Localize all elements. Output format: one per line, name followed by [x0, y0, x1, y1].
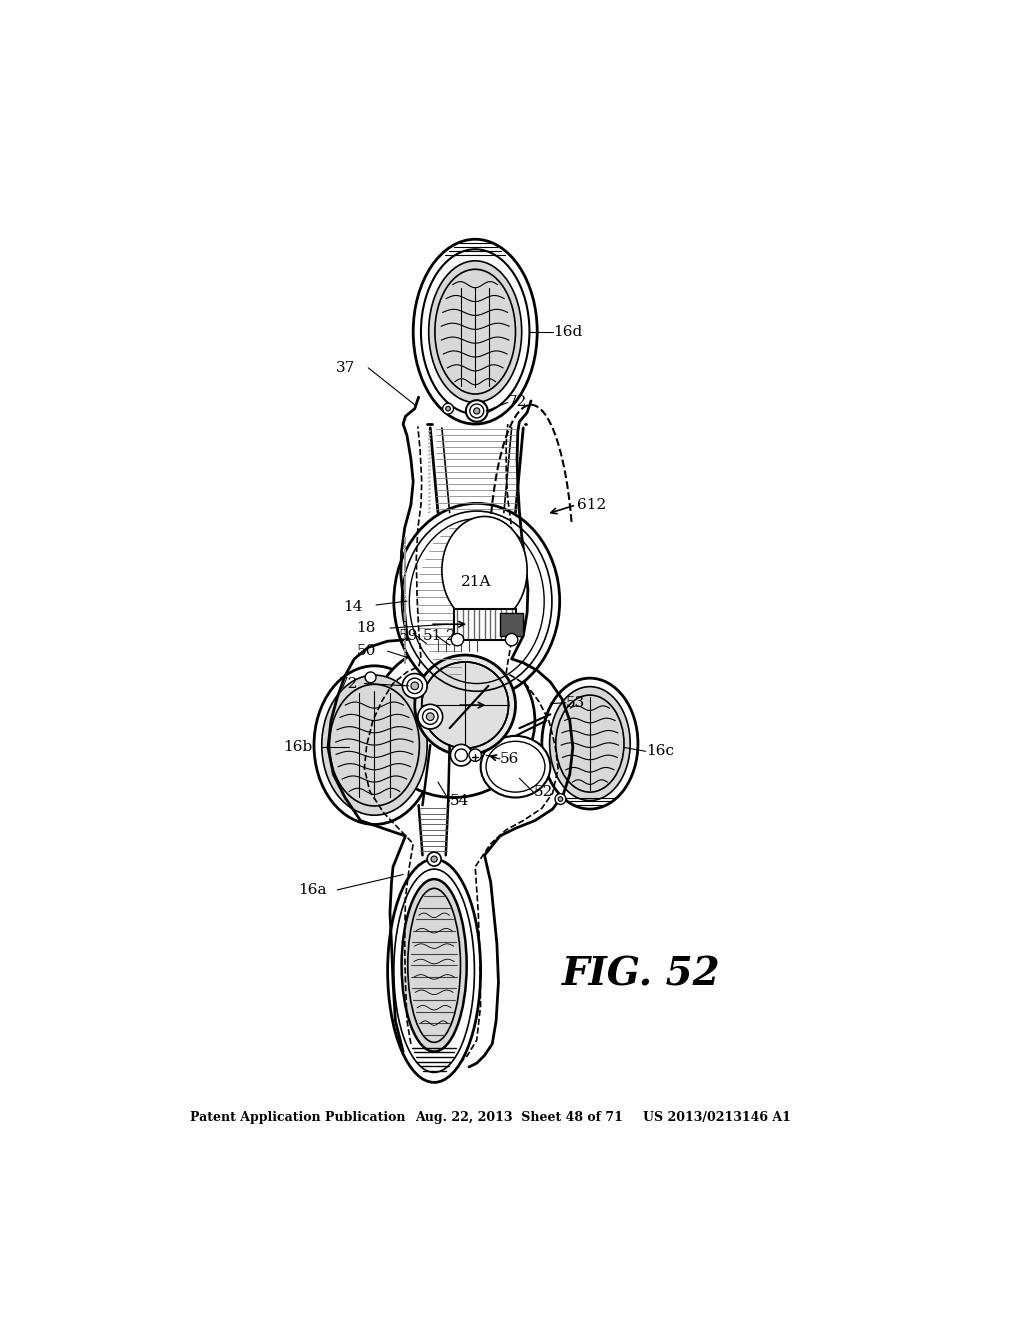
Circle shape — [366, 672, 376, 682]
Ellipse shape — [394, 503, 560, 700]
Ellipse shape — [314, 665, 435, 825]
Circle shape — [411, 682, 419, 689]
Text: Aug. 22, 2013  Sheet 48 of 71: Aug. 22, 2013 Sheet 48 of 71 — [415, 1110, 623, 1123]
Circle shape — [555, 793, 566, 804]
Text: 50: 50 — [356, 644, 376, 659]
Circle shape — [474, 408, 480, 414]
Text: 16b: 16b — [283, 741, 312, 755]
Circle shape — [469, 748, 481, 762]
Text: 14: 14 — [343, 599, 362, 614]
Circle shape — [452, 634, 464, 645]
Circle shape — [442, 404, 454, 414]
Ellipse shape — [414, 239, 538, 424]
Ellipse shape — [442, 516, 527, 624]
Circle shape — [445, 407, 451, 411]
Text: 16c: 16c — [646, 744, 674, 758]
Text: 16a: 16a — [299, 883, 327, 896]
Text: 18: 18 — [356, 622, 376, 635]
Text: 52: 52 — [534, 785, 553, 799]
Ellipse shape — [429, 261, 521, 403]
Ellipse shape — [550, 686, 630, 800]
Text: 612: 612 — [578, 498, 607, 512]
Text: 53: 53 — [566, 696, 585, 710]
Circle shape — [466, 400, 487, 422]
Text: Patent Application Publication: Patent Application Publication — [190, 1110, 406, 1123]
Text: 37: 37 — [336, 360, 355, 375]
Circle shape — [451, 744, 472, 766]
Bar — [454, 609, 515, 640]
Circle shape — [422, 663, 509, 748]
Circle shape — [415, 655, 515, 755]
Text: 59: 59 — [399, 628, 419, 643]
Text: 16d: 16d — [553, 325, 582, 339]
Ellipse shape — [322, 675, 427, 816]
Text: 72: 72 — [339, 677, 358, 690]
Ellipse shape — [401, 879, 467, 1052]
Ellipse shape — [542, 678, 638, 809]
Ellipse shape — [480, 737, 550, 797]
Text: 72: 72 — [508, 396, 527, 409]
Text: FIG. 52: FIG. 52 — [562, 956, 721, 994]
Ellipse shape — [388, 859, 480, 1082]
Text: 21: 21 — [445, 628, 465, 643]
Text: US 2013/0213146 A1: US 2013/0213146 A1 — [643, 1110, 792, 1123]
Circle shape — [558, 797, 563, 801]
Text: 54: 54 — [450, 795, 469, 808]
Circle shape — [431, 857, 437, 862]
Circle shape — [402, 673, 427, 698]
Circle shape — [427, 853, 441, 866]
Circle shape — [418, 705, 442, 729]
Circle shape — [426, 713, 434, 721]
Circle shape — [506, 634, 518, 645]
Text: 51: 51 — [423, 628, 442, 643]
Text: 56: 56 — [500, 752, 519, 766]
Bar — [500, 612, 523, 636]
Ellipse shape — [372, 644, 535, 797]
Text: 21A: 21A — [461, 576, 492, 589]
